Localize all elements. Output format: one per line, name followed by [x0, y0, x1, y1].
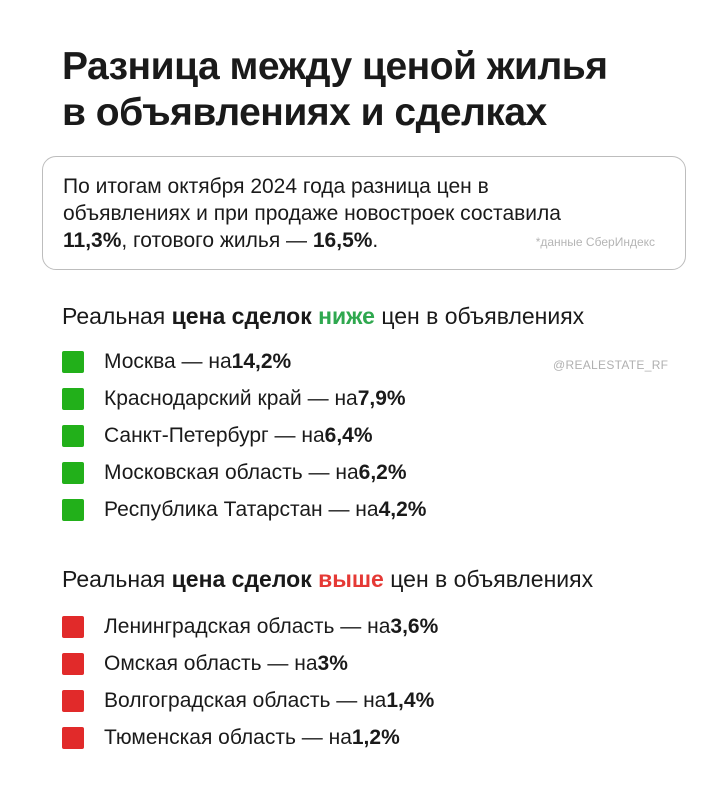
green-square-icon — [62, 350, 84, 373]
summary-box: По итогам октября 2024 года разница цен … — [42, 156, 686, 270]
summary-line-2: объявлениях и при продаже новостроек сос… — [63, 202, 561, 225]
red-square-icon — [62, 689, 84, 712]
summary-text: По итогам октября 2024 года разница цен … — [63, 173, 561, 254]
watermark: @REALESTATE_RF — [553, 358, 669, 372]
region-value: 3% — [317, 651, 348, 675]
lower-list: Москва — на 14,2% Краснодарский край — н… — [62, 343, 426, 528]
region-value: 1,2% — [351, 725, 400, 749]
higher-section-heading: Реальная цена сделок выше цен в объявлен… — [62, 565, 593, 593]
source-note: *данные СберИндекс — [535, 235, 655, 249]
red-square-icon — [62, 726, 84, 749]
region-name: Республика Татарстан — на — [104, 497, 379, 521]
list-item: Волгоградская область — на 1,4% — [62, 682, 438, 719]
list-item: Краснодарский край — на 7,9% — [62, 380, 426, 417]
region-name: Московская область — на — [104, 460, 359, 484]
region-value: 7,9% — [357, 386, 406, 410]
heading-end: цен в объявлениях — [383, 566, 594, 592]
green-square-icon — [62, 498, 84, 521]
green-square-icon — [62, 424, 84, 447]
lower-keyword: ниже — [318, 303, 375, 329]
region-name: Краснодарский край — на — [104, 386, 358, 410]
region-value: 14,2% — [231, 349, 292, 373]
higher-keyword: выше — [318, 566, 384, 592]
heading-end: цен в объявлениях — [374, 303, 585, 329]
summary-line-1: По итогам октября 2024 года разница цен … — [63, 175, 489, 198]
heading-bold: цена сделок — [171, 566, 312, 592]
region-name: Тюменская область — на — [104, 725, 352, 749]
list-item: Ленинградская область — на 3,6% — [62, 608, 438, 645]
region-name: Волгоградская область — на — [104, 688, 387, 712]
region-value: 3,6% — [390, 614, 439, 638]
region-name: Москва — на — [104, 349, 232, 373]
list-item: Санкт-Петербург — на 6,4% — [62, 417, 426, 454]
red-square-icon — [62, 615, 84, 638]
region-name: Ленинградская область — на — [104, 614, 391, 638]
title-line-1: Разница между ценой жилья — [62, 45, 608, 88]
list-item: Тюменская область — на 1,2% — [62, 719, 438, 756]
list-item: Московская область — на 6,2% — [62, 454, 426, 491]
higher-list: Ленинградская область — на 3,6% Омская о… — [62, 608, 438, 756]
list-item: Республика Татарстан — на 4,2% — [62, 491, 426, 528]
summary-line-3-end: . — [372, 229, 379, 252]
summary-line-3-mid: , готового жилья — — [121, 229, 313, 252]
list-item: Омская область — на 3% — [62, 645, 438, 682]
red-square-icon — [62, 652, 84, 675]
heading-text: Реальная — [62, 303, 172, 329]
heading-text: Реальная — [62, 566, 172, 592]
summary-line-3: 11,3%, готового жилья — 16,5%. — [63, 227, 561, 254]
region-value: 6,4% — [324, 423, 373, 447]
region-name: Омская область — на — [104, 651, 318, 675]
region-value: 6,2% — [358, 460, 407, 484]
region-value: 1,4% — [386, 688, 435, 712]
new-buildings-value: 11,3% — [63, 229, 122, 252]
heading-bold: цена сделок — [171, 303, 312, 329]
lower-section-heading: Реальная цена сделок ниже цен в объявлен… — [62, 302, 584, 330]
list-item: Москва — на 14,2% — [62, 343, 426, 380]
title-line-2: в объявлениях и сделках — [62, 91, 547, 134]
region-name: Санкт-Петербург — на — [104, 423, 325, 447]
page-title: Разница между ценой жилья в объявлениях … — [62, 44, 608, 136]
green-square-icon — [62, 461, 84, 484]
region-value: 4,2% — [378, 497, 427, 521]
green-square-icon — [62, 387, 84, 410]
ready-housing-value: 16,5% — [312, 229, 373, 252]
